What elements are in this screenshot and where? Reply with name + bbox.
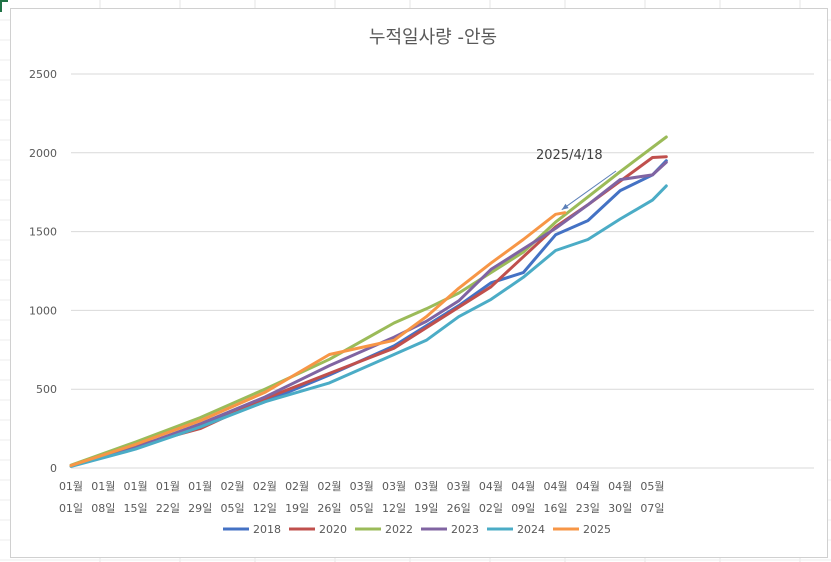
x-tick-month-label: 02월 [317,480,341,493]
x-tick-day-label: 01일 [59,501,83,515]
x-tick-month-label: 01월 [124,480,148,493]
x-tick-day-label: 16일 [544,501,568,515]
x-tick-month-label: 03월 [382,480,406,493]
x-tick-month-label: 03월 [414,480,438,493]
x-tick-day-label: 26일 [447,501,471,515]
x-tick-month-label: 04월 [608,480,632,493]
x-tick-day-label: 19일 [414,501,438,515]
y-gridlines [71,73,814,390]
y-tick-label: 0 [50,462,57,475]
series-line-2024 [69,184,668,468]
series-line-2022 [69,135,668,467]
y-tick-label: 500 [36,383,57,396]
series-line-2025 [69,211,567,468]
x-tick-day-label: 05일 [220,501,244,515]
annotation-arrowhead [561,203,569,210]
annotations: 2025/4/18 [536,148,617,211]
x-tick-month-label: 03월 [447,480,471,493]
y-axis-ticks: 0 500 1000 1500 2000 2500 [29,68,57,475]
x-tick-day-label: 12일 [382,501,406,515]
x-tick-day-label: 12일 [253,501,277,515]
x-tick-month-label: 05월 [640,480,664,493]
x-tick-month-label: 04월 [544,480,568,493]
legend-label-2022: 2022 [385,523,413,536]
series-line-2020 [69,155,668,468]
y-tick-label: 1000 [29,304,57,317]
chart-area[interactable]: 누적일사량 -안동 0 500 1000 1500 2000 2500 01월 01일 01월… [10,8,828,558]
x-tick-month-label: 01월 [156,480,180,493]
legend-label-2025: 2025 [583,523,611,536]
x-tick-day-label: 23일 [576,501,600,515]
x-tick-month-label: 02월 [285,480,309,493]
legend-label-2023: 2023 [451,523,479,536]
x-axis-ticks: 01월 01일 01월 08일 01월 15일 01월 22일 01월 29일 02월 05일 02월 1… [59,480,665,515]
annotation-arrow [561,170,617,211]
series-lines [69,135,668,468]
x-tick-month-label: 04월 [576,480,600,493]
legend-label-2018: 2018 [253,523,281,536]
x-tick-month-label: 02월 [220,480,244,493]
x-tick-day-label: 15일 [124,501,148,515]
x-tick-month-label: 01월 [59,480,83,493]
annotation-label: 2025/4/18 [536,148,603,163]
x-tick-day-label: 09일 [511,501,535,515]
legend-label-2020: 2020 [319,523,347,536]
y-tick-label: 1500 [29,226,57,239]
legend-label-2024: 2024 [517,523,545,536]
x-tick-month-label: 02월 [253,480,277,493]
x-tick-day-label: 22일 [156,501,180,515]
x-tick-day-label: 07일 [640,501,664,515]
x-tick-day-label: 29일 [188,501,212,515]
x-tick-day-label: 02일 [479,501,503,515]
x-tick-day-label: 30일 [608,501,632,515]
x-tick-month-label: 04월 [479,480,503,493]
x-tick-day-label: 26일 [317,501,341,515]
legend: 2018 2020 2022 2023 2024 2025 [223,523,611,536]
y-tick-label: 2000 [29,147,57,160]
y-tick-label: 2500 [29,68,57,81]
x-tick-day-label: 19일 [285,501,309,515]
x-tick-month-label: 01월 [91,480,115,493]
x-tick-month-label: 03월 [350,480,374,493]
x-tick-day-label: 05일 [350,501,374,515]
x-tick-month-label: 01월 [188,480,212,493]
x-tick-day-label: 08일 [91,501,115,515]
cell-selection-marker [0,0,8,12]
x-tick-month-label: 04월 [511,480,535,493]
series-line-2023 [69,160,668,468]
chart-title: 누적일사량 -안동 [369,27,497,48]
